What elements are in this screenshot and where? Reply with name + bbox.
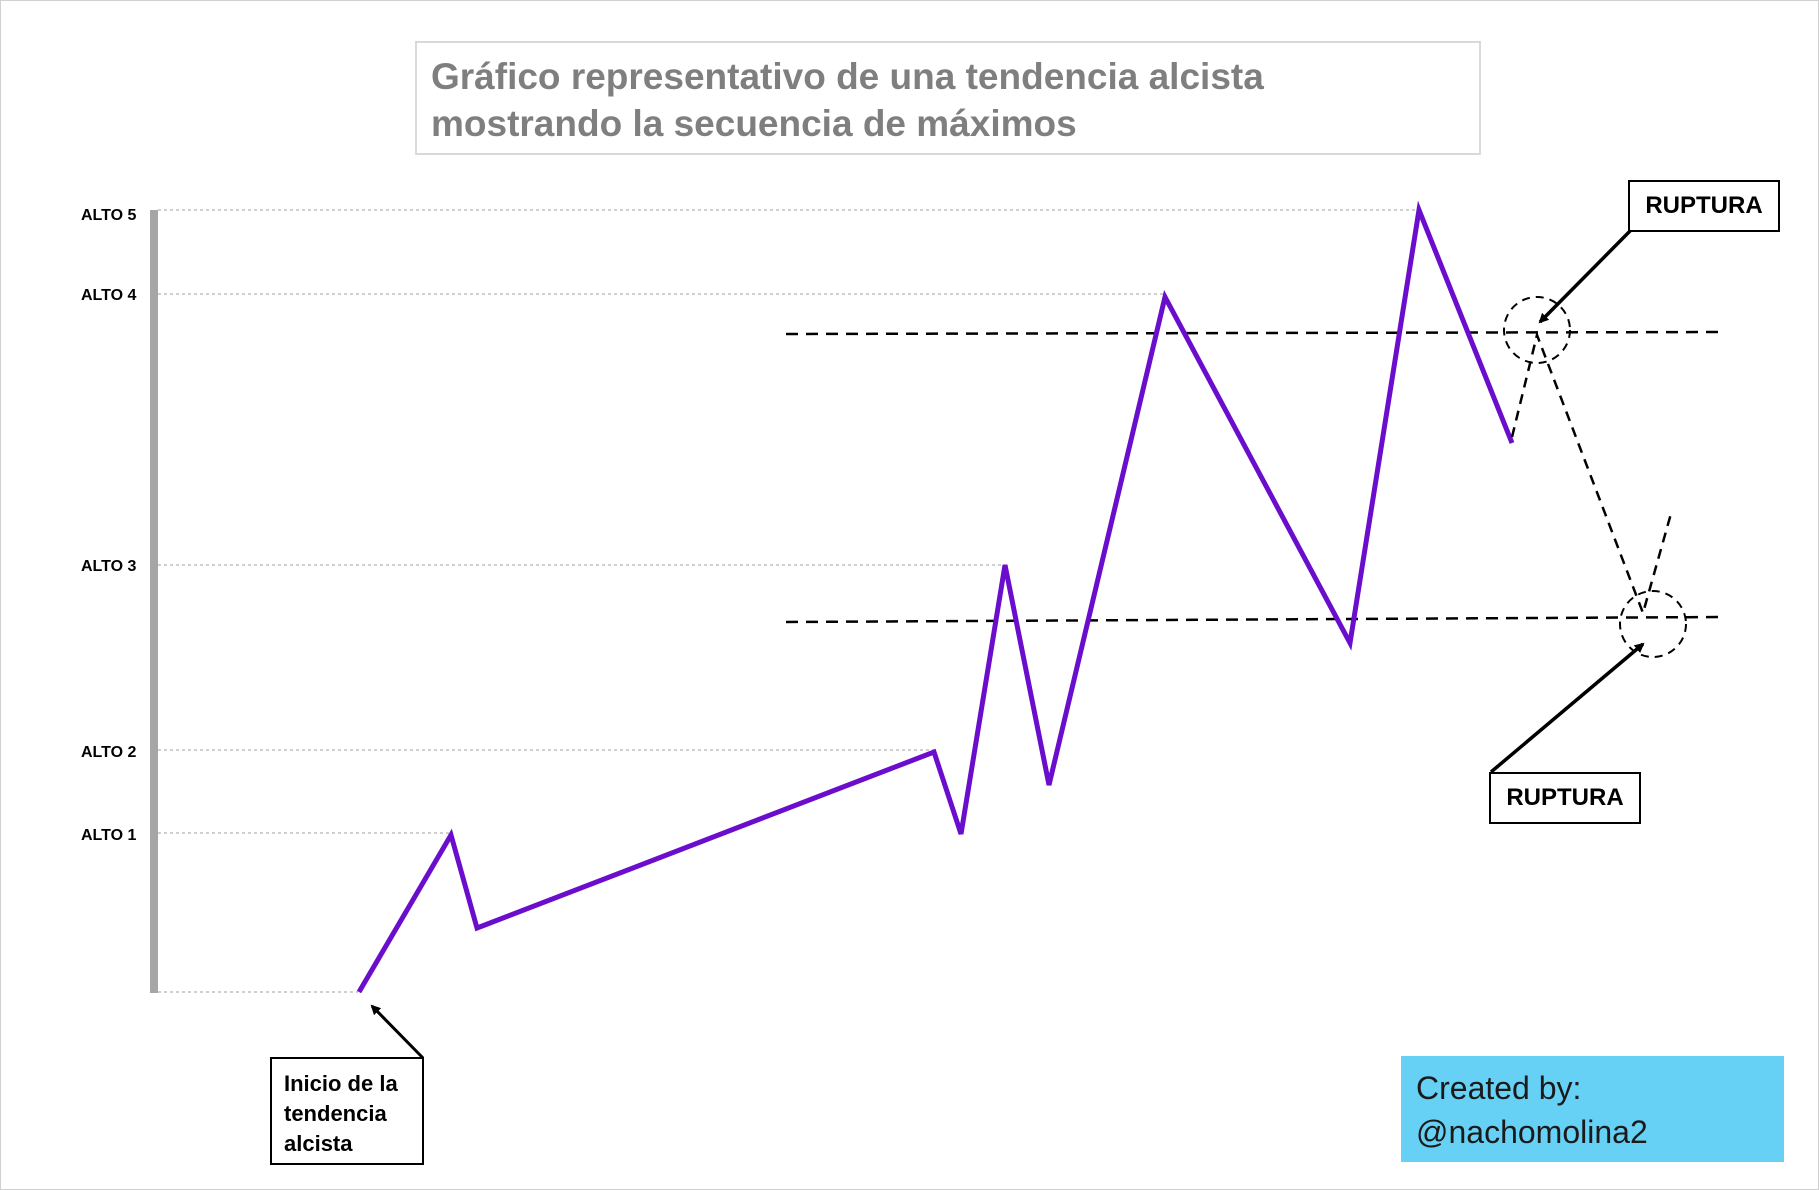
credit-line-2: @nachomolina2 [1416,1114,1648,1150]
start-annotation-box: Inicio de la tendencia alcista [270,1057,424,1165]
projected-path [1510,330,1674,617]
arrow-start [370,1004,425,1060]
credit-box: Created by: @nachomolina2 [1401,1056,1784,1162]
level-label-alto-3: ALTO 3 [81,558,137,575]
arrow-breakout-bottom [1489,642,1645,774]
level-label-alto-1: ALTO 1 [81,827,137,844]
arrow-breakout-top [1538,228,1633,324]
breakout-circle-bottom [1619,590,1687,658]
uptrend-line [356,200,1515,994]
breakout-label-top: RUPTURA [1628,180,1780,232]
level-label-alto-4: ALTO 4 [81,287,137,304]
breakout-label-bottom: RUPTURA [1489,772,1641,824]
level-label-alto-5: ALTO 5 [81,207,137,224]
chart-title: Gráfico representativo de una tendencia … [431,56,1264,144]
credit-line-1: Created by: [1416,1070,1582,1106]
breakout-circle-top [1503,296,1571,364]
resistance-dashed-line [785,330,1723,336]
support-dashed-line [785,615,1723,624]
level-label-alto-2: ALTO 2 [81,744,137,761]
title-box: Gráfico representativo de una tendencia … [415,41,1481,155]
